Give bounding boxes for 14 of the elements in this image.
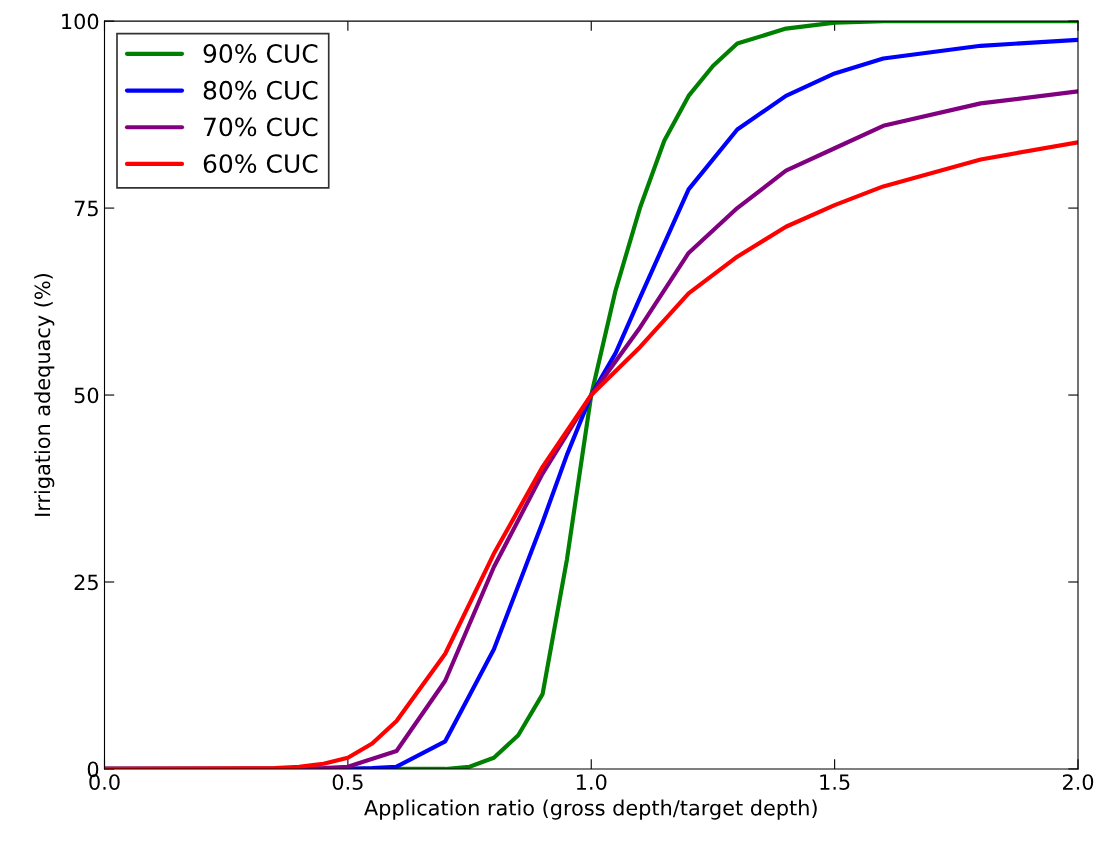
x-axis-title: Application ratio (gross depth/target depth) [364, 799, 817, 820]
x-tick-label: 1.5 [820, 774, 850, 790]
x-tick-label: 2.0 [1062, 774, 1094, 790]
legend-label: 80% CUC [203, 80, 318, 100]
y-tick-label: 75 [74, 200, 98, 217]
legend-label: 90% CUC [203, 44, 318, 63]
legend-label: 60% CUC [203, 154, 318, 174]
y-tick-label: 25 [74, 574, 98, 591]
x-tick-label: 0.5 [332, 774, 363, 790]
y-tick-label: 50 [74, 387, 99, 404]
y-axis-title: Irrigation adequacy (%) [34, 273, 55, 516]
y-tick-label: 100 [62, 13, 99, 30]
x-tick-label: 1.0 [576, 774, 607, 790]
legend-label: 70% CUC [204, 117, 318, 137]
